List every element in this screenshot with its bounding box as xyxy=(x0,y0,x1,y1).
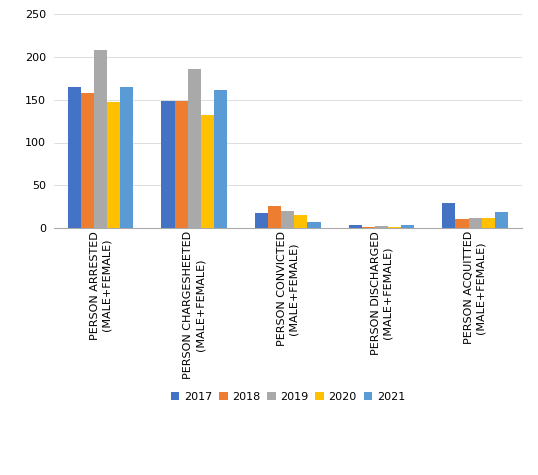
Bar xyxy=(268,206,281,228)
Bar xyxy=(455,219,469,228)
Bar xyxy=(469,218,482,228)
Bar xyxy=(81,93,94,228)
Bar xyxy=(375,226,388,228)
Bar xyxy=(214,90,227,228)
Bar xyxy=(281,211,294,228)
Bar xyxy=(255,213,268,228)
Bar xyxy=(107,102,121,228)
Bar xyxy=(201,115,214,228)
Bar xyxy=(308,222,321,228)
Bar xyxy=(495,212,508,228)
Bar xyxy=(94,50,107,228)
Bar xyxy=(401,225,414,228)
Bar xyxy=(362,227,375,228)
Bar xyxy=(188,69,201,228)
Bar xyxy=(482,218,495,228)
Bar xyxy=(161,102,174,228)
Bar xyxy=(68,87,81,228)
Bar xyxy=(174,102,188,228)
Bar xyxy=(294,215,308,228)
Bar xyxy=(442,203,455,228)
Legend: 2017, 2018, 2019, 2020, 2021: 2017, 2018, 2019, 2020, 2021 xyxy=(166,388,409,406)
Bar xyxy=(349,225,362,228)
Bar xyxy=(121,87,133,228)
Bar xyxy=(388,227,401,228)
